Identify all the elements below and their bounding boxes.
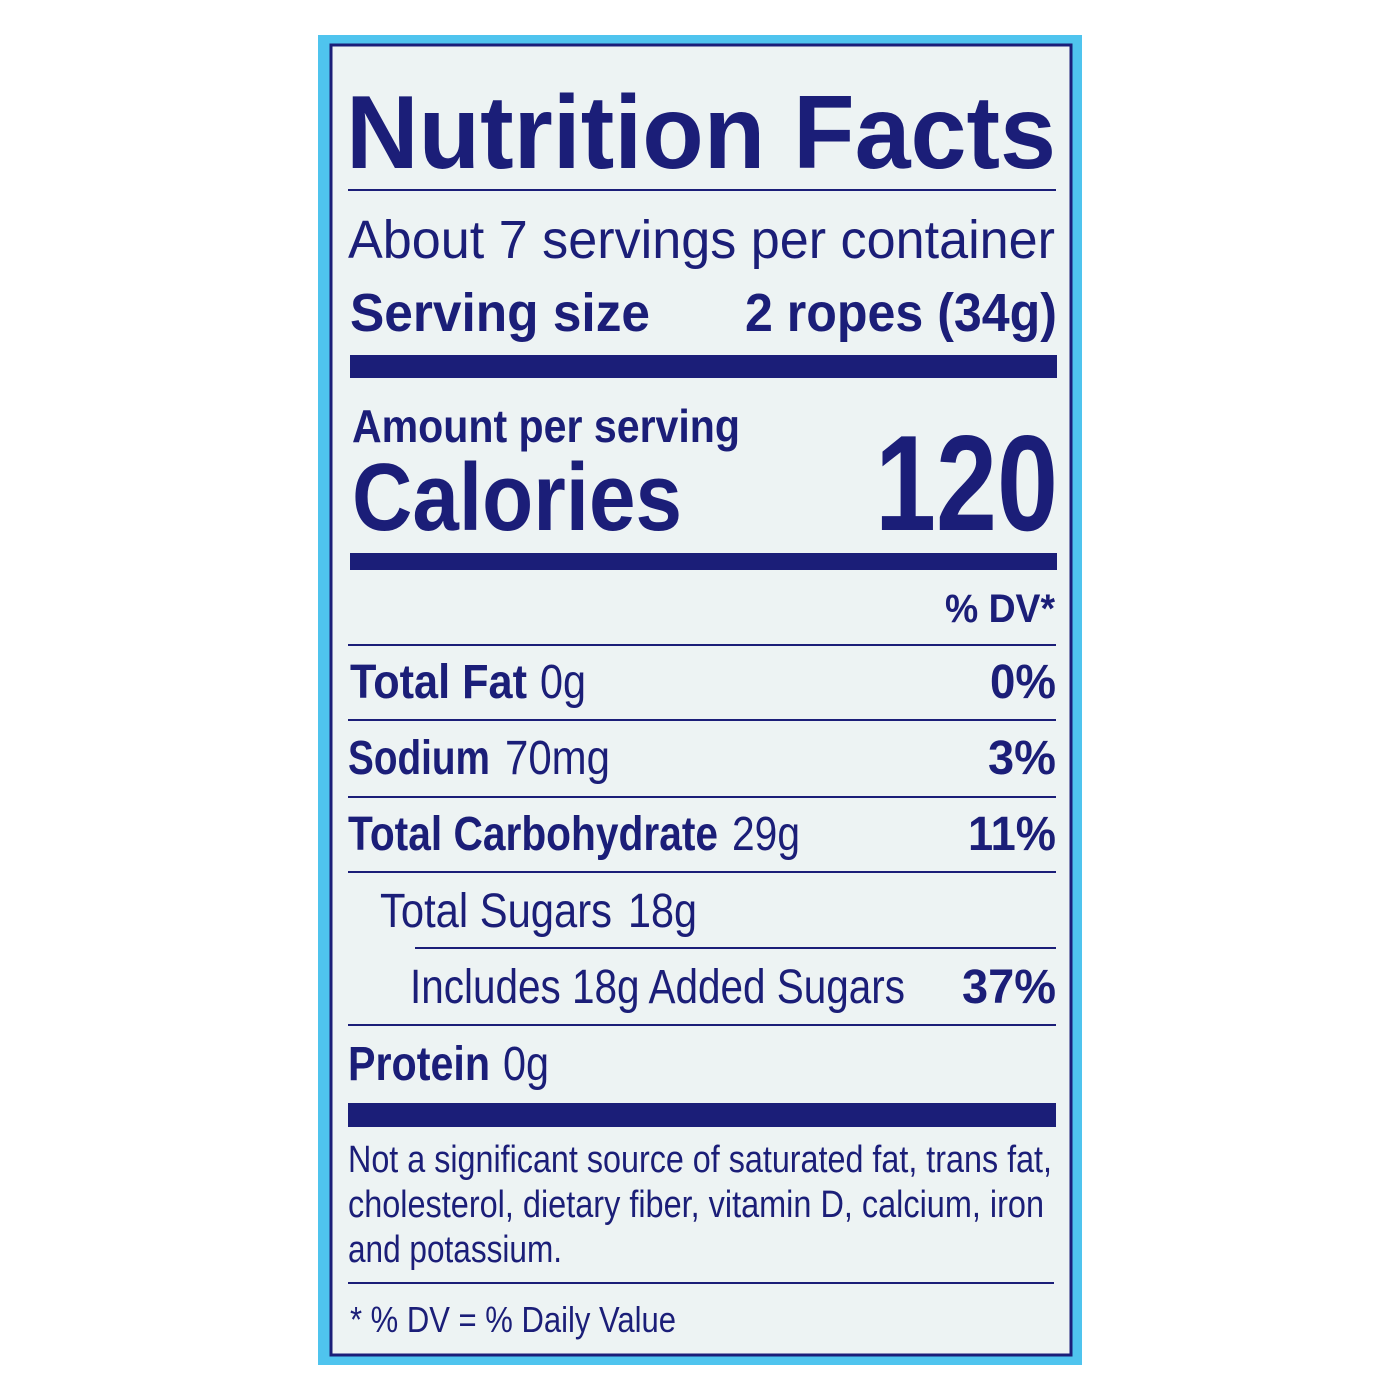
nutrient-name: Total Fat [350,656,527,709]
nutrient-name: Protein [348,1038,490,1091]
thick-bar [348,1103,1056,1127]
thick-bar [350,553,1057,570]
rule [348,871,1056,873]
thick-bar [350,355,1057,378]
nutrient-amount: 18g [628,885,697,938]
rule [415,947,1056,949]
nutrient-dv: 0% [990,656,1056,709]
calories-label: Calories [352,444,682,551]
nutrient-amount: 0g [503,1038,549,1091]
nutrient-amount: 29g [732,808,800,861]
rule [348,1024,1056,1026]
panel [329,43,1073,1357]
footnote-line: Not a significant source of saturated fa… [348,1139,1052,1181]
amount-per-serving: Amount per serving [352,400,740,452]
nutrient-dv: 11% [968,808,1056,861]
calories-value: 120 [875,407,1058,559]
serving-size-label: Serving size [350,283,650,343]
nutrient-name: Total Carbohydrate [348,808,718,861]
nutrient-amount: 70mg [505,732,610,785]
nutrient-dv: 37% [962,961,1056,1014]
nutrient-name: Total Sugars [380,885,612,938]
nutrient-name: Includes 18g Added Sugars [410,961,905,1014]
rule [348,189,1056,191]
dv-note: * % DV = % Daily Value [350,1299,676,1340]
rule [348,644,1056,646]
rule [348,796,1056,798]
servings: About 7 servings per container [348,210,1055,270]
serving-size-value: 2 ropes (34g) [745,283,1057,343]
nutrient-name: Sodium [348,732,490,785]
dv-header: % DV* [945,587,1055,631]
title: Nutrition Facts [346,75,1056,191]
footnote-line: cholesterol, dietary fiber, vitamin D, c… [348,1184,1044,1226]
rule [348,719,1056,721]
nutrient-dv: 3% [988,732,1056,785]
nutrient-amount: 0g [540,656,586,709]
rule [348,1282,1054,1284]
footnote-line: and potassium. [348,1229,562,1271]
